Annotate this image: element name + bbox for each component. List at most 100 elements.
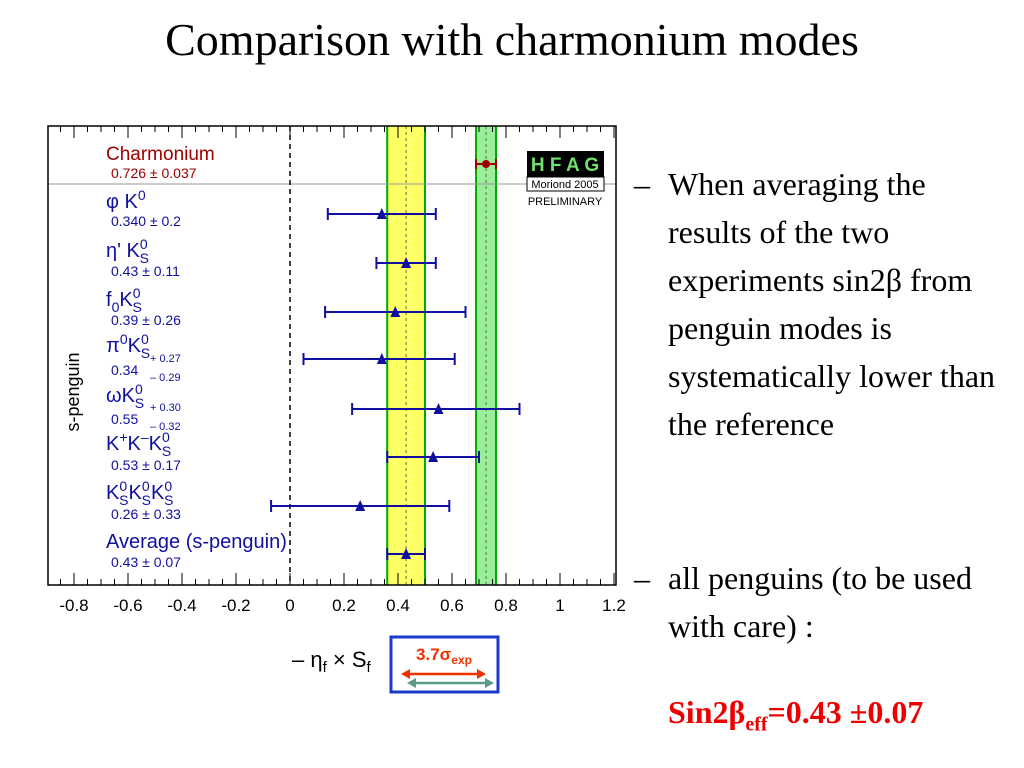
logo-tag: PRELIMINARY — [528, 196, 603, 208]
mode-label-part: η' K — [106, 240, 140, 262]
mode-label-sub: S — [135, 395, 144, 411]
mode-label-part: K — [149, 433, 163, 455]
mode-label-sup: 0 — [142, 478, 150, 494]
mode-label-2: f0K0 S — [106, 285, 142, 315]
value-label-2: 0.39 ± 0.26 — [111, 312, 181, 328]
bullet-dash-2: – — [634, 560, 650, 596]
mode-label-6: K0 SK0 SK0 S — [106, 478, 173, 508]
err-up-label-3: + 0.27 — [150, 353, 181, 365]
bullet-list: – When averaging the results of the two … — [634, 160, 1014, 448]
value-label-6: 0.26 ± 0.33 — [111, 506, 181, 522]
x-tick-label: 0.8 — [494, 596, 518, 615]
bullet-text-averaging: When averaging the results of the two ex… — [668, 166, 996, 442]
mode-label-sub: S — [141, 345, 150, 361]
logo-name: H F A G — [531, 155, 599, 176]
mode-label-sup: 0 — [162, 429, 170, 445]
significance-label: 3.7σexp — [416, 645, 472, 667]
data-point-7 — [401, 548, 412, 559]
x-tick-label: 1.2 — [602, 596, 626, 615]
mode-label-part: K — [128, 482, 142, 504]
mode-label-sub: S — [119, 492, 128, 508]
mode-label-sub: S — [140, 250, 149, 266]
significance-main: 3.7σ — [416, 645, 452, 664]
bullet-dash: – — [634, 166, 650, 202]
mode-label-part: π — [106, 335, 120, 357]
bullet-list-2: – all penguins (to be used with care) : — [634, 554, 1014, 650]
value-label-3: 0.34 — [111, 362, 138, 378]
x-tick-label: 1 — [555, 596, 564, 615]
significance-arrow-teal-head-left — [407, 678, 416, 688]
mode-label-sub: S — [133, 299, 142, 315]
result-prefix: Sin2β — [668, 694, 746, 730]
mode-label-4: ωK0 S — [106, 381, 144, 411]
plot-background — [48, 126, 616, 585]
mode-label-sup: 0 — [119, 478, 127, 494]
data-point-4 — [433, 403, 444, 414]
mode-label-part: K — [119, 289, 133, 311]
err-dn-label-4: – 0.32 — [150, 421, 181, 433]
mode-label-sup: 0 — [141, 331, 149, 347]
bullet-text-penguins: all penguins (to be used with care) : — [668, 560, 972, 644]
mode-label-sup: 0 — [133, 285, 141, 301]
result-suffix: =0.43 ±0.07 — [767, 694, 924, 730]
x-tick-label: -0.4 — [167, 596, 196, 615]
mode-label-5: K+K–K0 S — [106, 429, 171, 459]
x-tick-label: -0.2 — [221, 596, 250, 615]
bullet-item-penguins: – all penguins (to be used with care) : — [634, 554, 1014, 650]
mode-label-1: η' K0 S — [106, 236, 149, 266]
x-tick-label: -0.6 — [113, 596, 142, 615]
mode-label-0: φ K0 — [106, 187, 146, 213]
reference-name: Charmonium — [106, 144, 215, 165]
value-label-5: 0.53 ± 0.17 — [111, 457, 181, 473]
logo-sub-box — [526, 176, 605, 192]
x-tick-label: 0.6 — [440, 596, 464, 615]
value-label-4: 0.55 — [111, 411, 138, 427]
mode-label-part: ωK — [106, 385, 136, 407]
x-label-part: × S — [327, 647, 367, 672]
mode-label-sub: 0 — [112, 299, 120, 315]
x-tick-label: -0.8 — [59, 596, 88, 615]
err-up-label-4: + 0.30 — [150, 402, 181, 414]
result-sub: eff — [745, 713, 768, 736]
x-tick-label: 0.4 — [386, 596, 410, 615]
data-point-3 — [376, 353, 387, 364]
mode-label-7: Average (s-penguin) — [106, 531, 287, 553]
mode-label-sup: 0 — [138, 187, 146, 203]
bullet-item-averaging: – When averaging the results of the two … — [634, 160, 1014, 448]
mode-label-part: φ K — [106, 191, 139, 213]
mode-label-part: K — [151, 482, 165, 504]
data-point-6 — [355, 500, 366, 511]
mode-label-part: K — [128, 433, 142, 455]
x-tick-label: 0.2 — [332, 596, 356, 615]
significance-sub: exp — [451, 653, 472, 667]
mode-label-sub: S — [164, 492, 173, 508]
mode-label-sup: + — [119, 429, 127, 445]
data-point-2 — [390, 306, 401, 317]
x-tick-label: 0 — [285, 596, 294, 615]
value-label-7: 0.43 ± 0.07 — [111, 554, 181, 570]
mode-label-sup: 0 — [140, 236, 148, 252]
mode-label-part: Average (s-penguin) — [106, 531, 287, 553]
value-label-0: 0.340 ± 0.2 — [111, 213, 181, 229]
mode-label-sup: 0 — [135, 381, 143, 397]
significance-arrow-teal-head-right — [485, 678, 494, 688]
mode-label-part: K — [106, 433, 120, 455]
mode-label-part: K — [106, 482, 120, 504]
slide-title: Comparison with charmonium modes — [165, 14, 859, 65]
reference-value-label: 0.726 ± 0.037 — [111, 165, 197, 181]
mode-label-sup: 0 — [120, 331, 128, 347]
mode-label-sup: – — [141, 429, 149, 445]
data-point-1 — [401, 257, 412, 268]
mode-label-sup: 0 — [164, 478, 172, 494]
x-label-part: f — [323, 659, 328, 676]
result-formula: Sin2βeff=0.43 ±0.07 — [668, 694, 923, 736]
mode-label-part: K — [128, 335, 142, 357]
plot-frame — [47, 125, 617, 586]
mode-label-sub: S — [142, 492, 151, 508]
err-dn-label-3: – 0.29 — [150, 372, 181, 384]
significance-arrow-red-head-left — [401, 669, 410, 679]
logo-box — [527, 151, 604, 177]
data-point-0 — [376, 208, 387, 219]
x-label-part: – η — [292, 647, 323, 672]
